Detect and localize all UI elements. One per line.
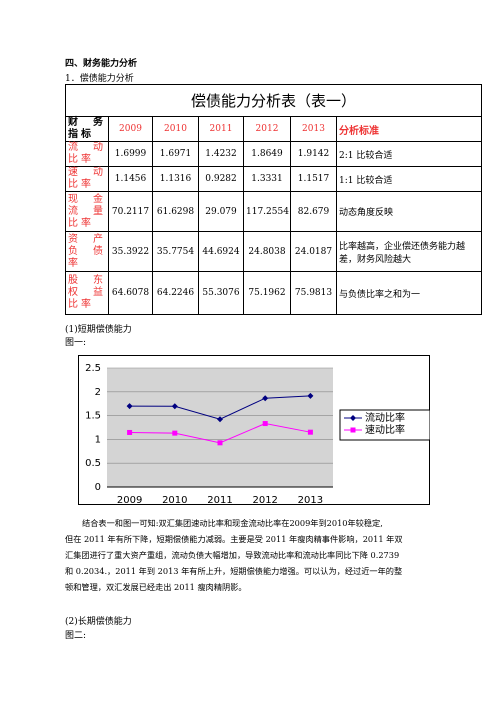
table-cell: 1.6971: [152, 141, 199, 167]
table-cell: 44.6924: [198, 231, 244, 272]
table-cell: 55.3076: [198, 271, 244, 315]
table-cell: 1.9142: [290, 141, 337, 167]
table-cell: 64.6078: [108, 271, 153, 315]
x-tick-label: 2011: [207, 495, 232, 505]
table-cell: 1.8649: [243, 141, 291, 167]
table-cell: 1.1316: [152, 166, 199, 192]
table-cell: 比率越高，企业偿还债务能力越差，财务风险越大: [336, 231, 482, 272]
section-heading: (1)短期偿债能力: [65, 325, 132, 335]
table-cell: 分析标准: [336, 116, 482, 142]
table: 偿债能力分析表（表一） 财务指标 2009 2010 2011 2012 2013 分析标准…: [65, 84, 482, 315]
marker: [217, 440, 223, 446]
table-cell: 1:1 比较合适: [336, 166, 482, 192]
marker: [126, 403, 133, 410]
plot-area: [107, 368, 333, 487]
subheading: 1．偿债能力分析: [65, 74, 134, 84]
paragraph-line: 顿和管理，双汇发展已经走出 2011 瘦肉精阴影。: [65, 582, 247, 592]
table-cell: 0.9282: [198, 166, 244, 192]
table-cell: 24.0187: [290, 231, 337, 272]
figure-label: 图二:: [65, 631, 87, 641]
table-cell: 速动比率: [65, 166, 109, 192]
table-cell: 2:1 比较合适: [336, 141, 482, 167]
table-cell: 82.679: [290, 191, 337, 232]
table-cell: 2012: [243, 116, 291, 142]
table-cell: 1.6999: [108, 141, 153, 167]
x-tick-label: 2012: [252, 495, 277, 505]
x-tick-label: 2013: [298, 495, 323, 505]
table-cell: 35.7754: [152, 231, 199, 272]
marker: [172, 430, 178, 436]
table-cell: 现金流量比率: [65, 191, 109, 232]
y-tick-label: 2: [95, 387, 101, 398]
table-cell: 2010: [152, 116, 199, 142]
table-cell: 61.6298: [152, 191, 199, 232]
marker: [171, 403, 178, 410]
paragraph-line: 和 0.2034.，2011 年到 2013 年有所上升，短期偿债能力增强。可以…: [65, 566, 403, 576]
marker: [307, 392, 314, 399]
table-cell: 24.8038: [243, 231, 291, 272]
marker: [127, 429, 133, 435]
paragraph-line: 但在 2011 年有所下降，短期偿债能力减弱。主要是受 2011 年瘦肉精事件影…: [65, 534, 403, 544]
y-tick-label: 2.5: [85, 363, 101, 374]
table-cell: 117.2554: [243, 191, 291, 232]
table-cell: 1.1456: [108, 166, 153, 192]
y-tick-label: 0: [95, 482, 101, 493]
marker: [217, 416, 223, 423]
figure-label: 图一:: [65, 338, 87, 348]
table-cell: 75.9813: [290, 271, 337, 315]
table-cell: 1.3331: [243, 166, 291, 192]
table-cell: 64.2246: [152, 271, 199, 315]
table-cell: 2013: [290, 116, 337, 142]
table-cell: 财务指标: [65, 116, 109, 142]
table-cell: 股东权益比率: [65, 271, 109, 315]
table-cell: 资产负债率: [65, 231, 109, 272]
table-cell: 2009: [108, 116, 153, 142]
table-cell: 动态角度反映: [336, 191, 482, 232]
table-cell: 1.1517: [290, 166, 337, 192]
paragraph-line: 结合表一和图一可知:双汇集团速动比率和现金流动比率在2009年到2010年较稳定…: [82, 518, 383, 528]
paragraph-line: 汇集团进行了重大资产重组，流动负债大幅增加，导致流动比率和流动比率同比下降 0.…: [65, 550, 400, 560]
marker: [307, 429, 313, 435]
marker: [262, 395, 269, 402]
y-tick-label: 1.5: [85, 411, 101, 422]
x-tick-label: 2010: [162, 495, 187, 505]
x-tick-label: 2009: [117, 495, 142, 505]
table-cell: 35.3922: [108, 231, 153, 272]
marker: [262, 421, 268, 427]
legend: [339, 409, 430, 441]
table-cell: 与负债比率之和为一: [336, 271, 482, 315]
table-cell: 流动比率: [65, 141, 109, 167]
y-tick-label: 1: [95, 434, 101, 445]
y-tick-label: 0.5: [85, 458, 101, 469]
heading: 四、财务能力分析: [65, 59, 138, 69]
legend-marker: [350, 427, 356, 433]
table-cell: 1.4232: [198, 141, 244, 167]
table-cell: 29.079: [198, 191, 244, 232]
legend-label: 流动比率: [365, 411, 405, 424]
legend-label: 速动比率: [365, 423, 405, 436]
table-cell: 75.1962: [243, 271, 291, 315]
table-title: 偿债能力分析表（表一）: [65, 84, 482, 117]
table-cell: 70.2117: [108, 191, 153, 232]
section-heading: (2)长期偿债能力: [65, 617, 132, 627]
legend-marker: [350, 415, 356, 421]
table-cell: 2011: [198, 116, 244, 142]
